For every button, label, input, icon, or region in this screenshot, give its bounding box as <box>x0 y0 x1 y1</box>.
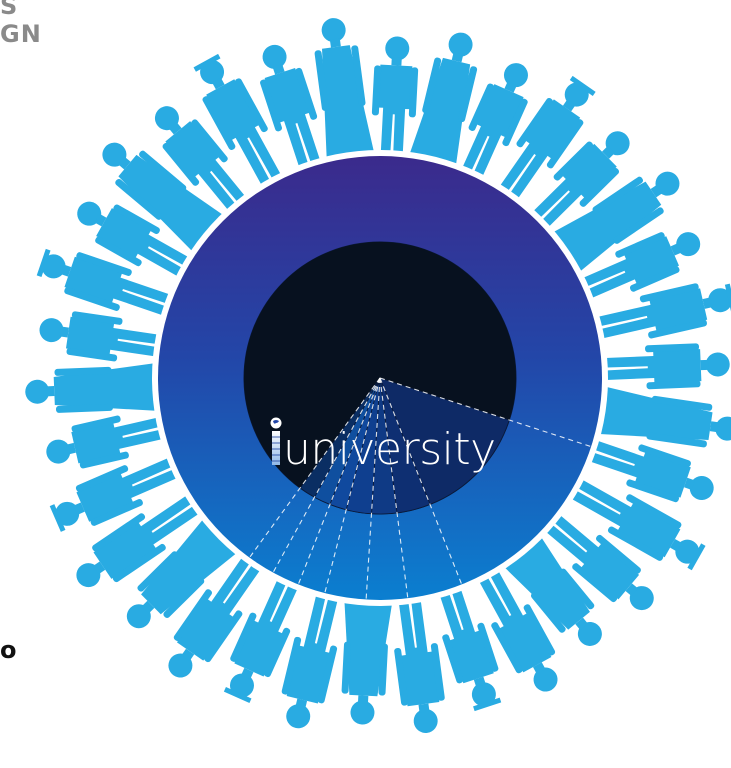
person-silhouette <box>594 283 731 340</box>
person-silhouette <box>77 201 192 278</box>
person-silhouette <box>371 36 419 156</box>
person-silhouette <box>223 576 299 704</box>
person-silhouette <box>568 478 706 571</box>
person-silhouette <box>260 44 321 170</box>
person-silhouette <box>25 362 159 413</box>
person-silhouette <box>76 493 202 588</box>
person-silhouette <box>126 517 239 629</box>
person-silhouette <box>587 439 714 503</box>
person-silhouette <box>168 554 262 678</box>
leader-line <box>365 377 381 600</box>
person-silhouette <box>498 75 596 202</box>
header-fragment-line1: S <box>0 0 19 20</box>
leader-line <box>379 377 409 599</box>
logo-wordmark: university <box>283 424 496 475</box>
person-silhouette <box>341 599 393 725</box>
person-silhouette <box>46 415 166 469</box>
person-silhouette <box>543 513 654 611</box>
pie-chart <box>243 241 516 515</box>
person-silhouette <box>39 311 161 362</box>
leader-line <box>297 377 381 585</box>
person-silhouette <box>154 106 248 213</box>
people-silhouette-ring <box>25 18 731 733</box>
person-silhouette <box>281 592 339 729</box>
person-silhouette <box>502 535 602 646</box>
person-silhouette <box>49 456 180 532</box>
leader-line <box>324 377 381 594</box>
logo: university <box>270 417 496 475</box>
footer-fragment: o <box>0 636 18 664</box>
leader-line <box>249 377 381 558</box>
person-silhouette <box>580 232 701 300</box>
person-silhouette <box>193 53 283 188</box>
person-silhouette <box>530 131 630 230</box>
leader-line <box>379 377 463 585</box>
person-silhouette <box>602 343 730 390</box>
person-silhouette <box>36 248 173 317</box>
person-silhouette <box>551 171 680 273</box>
person-silhouette <box>314 18 375 161</box>
person-silhouette <box>477 568 558 692</box>
leader-line <box>379 377 592 448</box>
person-silhouette <box>597 386 731 448</box>
pie-leader-lines <box>249 377 592 600</box>
person-silhouette <box>439 586 502 712</box>
person-silhouette <box>461 63 528 180</box>
globe-i-icon <box>270 417 282 465</box>
person-silhouette <box>102 142 225 253</box>
person-silhouette <box>394 597 445 733</box>
leader-line <box>272 377 381 573</box>
header-fragment-line2: GN <box>0 20 42 48</box>
pie-slice <box>243 241 516 488</box>
person-silhouette <box>409 32 478 167</box>
